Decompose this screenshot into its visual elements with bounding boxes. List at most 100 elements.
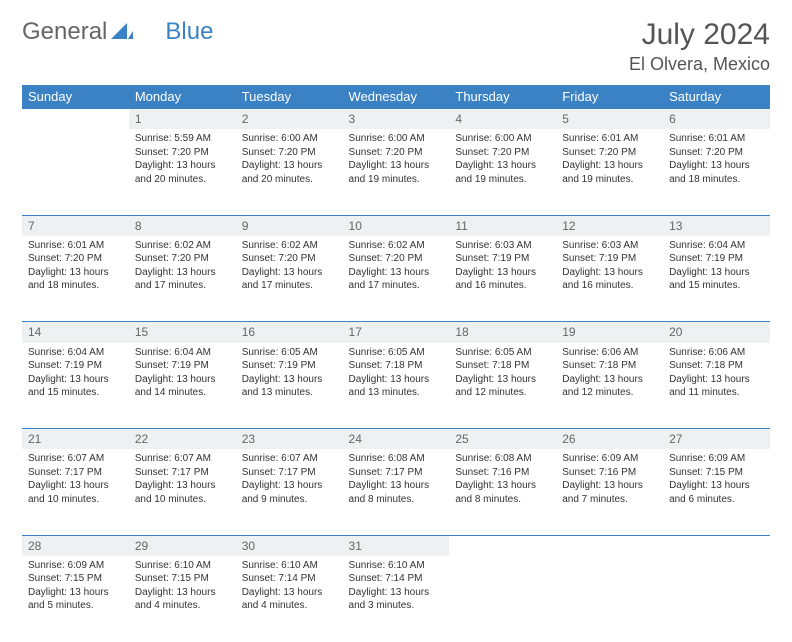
sunrise-line: Sunrise: 6:04 AM <box>135 346 230 360</box>
day-content-cell: Sunrise: 6:02 AMSunset: 7:20 PMDaylight:… <box>129 236 236 322</box>
day-content-cell: Sunrise: 6:00 AMSunset: 7:20 PMDaylight:… <box>449 129 556 215</box>
dayhdr-tue: Tuesday <box>236 85 343 109</box>
day-content-cell <box>22 129 129 215</box>
daylight-line: Daylight: 13 hours and 4 minutes. <box>135 586 230 613</box>
daylight-line: Daylight: 13 hours and 19 minutes. <box>562 159 657 186</box>
logo: General Blue <box>22 18 213 46</box>
sunrise-line: Sunrise: 6:00 AM <box>455 132 550 146</box>
day-content-cell: Sunrise: 6:08 AMSunset: 7:17 PMDaylight:… <box>343 449 450 535</box>
sunset-line: Sunset: 7:18 PM <box>669 359 764 373</box>
sunset-line: Sunset: 7:14 PM <box>242 572 337 586</box>
sunset-line: Sunset: 7:16 PM <box>455 466 550 480</box>
day-number-cell: 22 <box>129 429 236 450</box>
day-number-cell: 31 <box>343 535 450 556</box>
day-number-cell: 6 <box>663 109 770 130</box>
day-content-cell: Sunrise: 6:06 AMSunset: 7:18 PMDaylight:… <box>556 343 663 429</box>
sunrise-line: Sunrise: 6:02 AM <box>349 239 444 253</box>
week-content-row: Sunrise: 6:09 AMSunset: 7:15 PMDaylight:… <box>22 556 770 642</box>
sunrise-line: Sunrise: 6:05 AM <box>242 346 337 360</box>
day-content-cell: Sunrise: 6:04 AMSunset: 7:19 PMDaylight:… <box>663 236 770 322</box>
sunrise-line: Sunrise: 6:07 AM <box>135 452 230 466</box>
day-content-cell: Sunrise: 6:05 AMSunset: 7:19 PMDaylight:… <box>236 343 343 429</box>
sunset-line: Sunset: 7:15 PM <box>669 466 764 480</box>
sunrise-line: Sunrise: 6:09 AM <box>562 452 657 466</box>
day-content-cell: Sunrise: 6:04 AMSunset: 7:19 PMDaylight:… <box>129 343 236 429</box>
week-daynum-row: 28293031 <box>22 535 770 556</box>
day-number-cell <box>663 535 770 556</box>
week-content-row: Sunrise: 6:01 AMSunset: 7:20 PMDaylight:… <box>22 236 770 322</box>
day-content-cell: Sunrise: 6:05 AMSunset: 7:18 PMDaylight:… <box>449 343 556 429</box>
day-header-row: Sunday Monday Tuesday Wednesday Thursday… <box>22 85 770 109</box>
daylight-line: Daylight: 13 hours and 15 minutes. <box>669 266 764 293</box>
sunset-line: Sunset: 7:20 PM <box>242 146 337 160</box>
day-number-cell: 26 <box>556 429 663 450</box>
day-number-cell: 9 <box>236 215 343 236</box>
sunset-line: Sunset: 7:15 PM <box>135 572 230 586</box>
sunrise-line: Sunrise: 6:08 AM <box>349 452 444 466</box>
calendar-table: Sunday Monday Tuesday Wednesday Thursday… <box>22 85 770 642</box>
sunset-line: Sunset: 7:19 PM <box>669 252 764 266</box>
daylight-line: Daylight: 13 hours and 9 minutes. <box>242 479 337 506</box>
daylight-line: Daylight: 13 hours and 19 minutes. <box>455 159 550 186</box>
sunrise-line: Sunrise: 6:03 AM <box>562 239 657 253</box>
sunrise-line: Sunrise: 6:08 AM <box>455 452 550 466</box>
day-content-cell: Sunrise: 6:09 AMSunset: 7:16 PMDaylight:… <box>556 449 663 535</box>
day-number-cell: 8 <box>129 215 236 236</box>
week-daynum-row: 78910111213 <box>22 215 770 236</box>
day-content-cell: Sunrise: 6:06 AMSunset: 7:18 PMDaylight:… <box>663 343 770 429</box>
day-content-cell: Sunrise: 6:10 AMSunset: 7:14 PMDaylight:… <box>343 556 450 642</box>
daylight-line: Daylight: 13 hours and 17 minutes. <box>242 266 337 293</box>
daylight-line: Daylight: 13 hours and 8 minutes. <box>349 479 444 506</box>
sunset-line: Sunset: 7:20 PM <box>28 252 123 266</box>
dayhdr-sun: Sunday <box>22 85 129 109</box>
sunset-line: Sunset: 7:17 PM <box>135 466 230 480</box>
day-content-cell: Sunrise: 6:00 AMSunset: 7:20 PMDaylight:… <box>343 129 450 215</box>
day-content-cell: Sunrise: 6:02 AMSunset: 7:20 PMDaylight:… <box>343 236 450 322</box>
sunrise-line: Sunrise: 6:04 AM <box>28 346 123 360</box>
week-content-row: Sunrise: 5:59 AMSunset: 7:20 PMDaylight:… <box>22 129 770 215</box>
day-number-cell: 4 <box>449 109 556 130</box>
sunset-line: Sunset: 7:19 PM <box>242 359 337 373</box>
week-daynum-row: 123456 <box>22 109 770 130</box>
day-number-cell: 16 <box>236 322 343 343</box>
sunrise-line: Sunrise: 6:06 AM <box>669 346 764 360</box>
daylight-line: Daylight: 13 hours and 14 minutes. <box>135 373 230 400</box>
daylight-line: Daylight: 13 hours and 4 minutes. <box>242 586 337 613</box>
sunset-line: Sunset: 7:16 PM <box>562 466 657 480</box>
day-content-cell <box>449 556 556 642</box>
sunrise-line: Sunrise: 6:05 AM <box>349 346 444 360</box>
day-number-cell: 21 <box>22 429 129 450</box>
day-number-cell: 24 <box>343 429 450 450</box>
logo-text-1: General <box>22 18 107 46</box>
sunset-line: Sunset: 7:20 PM <box>349 146 444 160</box>
sunrise-line: Sunrise: 6:03 AM <box>455 239 550 253</box>
daylight-line: Daylight: 13 hours and 17 minutes. <box>135 266 230 293</box>
daylight-line: Daylight: 13 hours and 3 minutes. <box>349 586 444 613</box>
day-content-cell: Sunrise: 6:01 AMSunset: 7:20 PMDaylight:… <box>663 129 770 215</box>
day-number-cell: 12 <box>556 215 663 236</box>
sunrise-line: Sunrise: 6:02 AM <box>135 239 230 253</box>
sunset-line: Sunset: 7:18 PM <box>562 359 657 373</box>
sunset-line: Sunset: 7:19 PM <box>28 359 123 373</box>
sunset-line: Sunset: 7:20 PM <box>349 252 444 266</box>
week-content-row: Sunrise: 6:07 AMSunset: 7:17 PM Daylight:… <box>22 449 770 535</box>
sunset-line: Sunset: 7:18 PM <box>455 359 550 373</box>
day-number-cell: 23 <box>236 429 343 450</box>
daylight-line: Daylight: 13 hours and 17 minutes. <box>349 266 444 293</box>
sunset-line: Sunset: 7:20 PM <box>562 146 657 160</box>
day-content-cell <box>556 556 663 642</box>
sunrise-line: Sunrise: 6:02 AM <box>242 239 337 253</box>
daylight-line: Daylight: 13 hours and 13 minutes. <box>242 373 337 400</box>
dayhdr-mon: Monday <box>129 85 236 109</box>
day-number-cell: 11 <box>449 215 556 236</box>
week-content-row: Sunrise: 6:04 AMSunset: 7:19 PMDaylight:… <box>22 343 770 429</box>
sunrise-line: Sunrise: 6:09 AM <box>669 452 764 466</box>
daylight-line: Daylight: 13 hours and 18 minutes. <box>669 159 764 186</box>
daylight-line: Daylight: 13 hours and 13 minutes. <box>349 373 444 400</box>
day-number-cell <box>22 109 129 130</box>
daylight-line: Daylight: 13 hours and 19 minutes. <box>349 159 444 186</box>
sunrise-line: Sunrise: 6:06 AM <box>562 346 657 360</box>
sunset-line: Sunset: 7:14 PM <box>349 572 444 586</box>
week-daynum-row: 21222324252627 <box>22 429 770 450</box>
header: General Blue July 2024 El Olvera, Mexico <box>22 18 770 75</box>
